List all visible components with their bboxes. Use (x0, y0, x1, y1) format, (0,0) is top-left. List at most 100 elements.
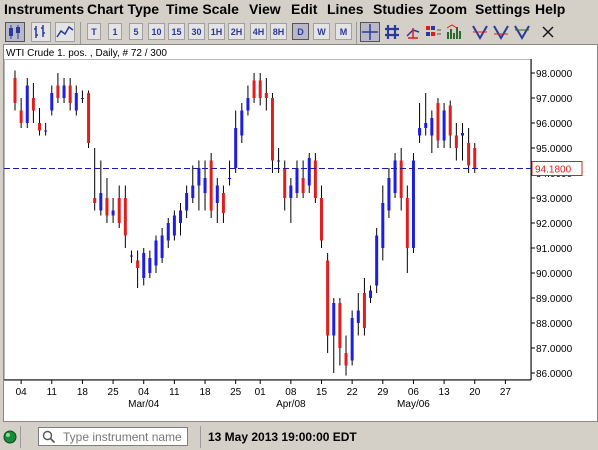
crosshair-icon[interactable] (360, 22, 380, 42)
candle-body (38, 123, 42, 131)
indicator-1-icon[interactable] (470, 22, 490, 42)
candle-body (13, 78, 17, 103)
connection-status-icon (3, 430, 17, 444)
toolbar-separator (80, 22, 81, 44)
candle-body (252, 80, 256, 98)
menu-lines[interactable]: Lines (327, 1, 364, 17)
candle-body (307, 158, 311, 186)
candle-body (442, 110, 446, 141)
y-tick-label: 91.0000 (536, 244, 573, 255)
price-chart[interactable]: WTI Crude 1. pos. , Daily, # 72 / 300 86.… (4, 45, 597, 421)
close-icon[interactable] (538, 22, 558, 42)
candle-body (185, 193, 189, 211)
y-tick-label: 93.0000 (536, 194, 573, 205)
candle-body (350, 318, 354, 361)
timeframe-button-t[interactable]: T (87, 23, 101, 40)
y-tick-label: 97.0000 (536, 94, 573, 105)
candle-body (448, 105, 452, 136)
candle-body (369, 290, 373, 298)
timeframe-button-m[interactable]: M (335, 23, 352, 40)
y-tick-label: 92.0000 (536, 219, 573, 230)
candle-body (418, 128, 422, 136)
candle-body (25, 85, 29, 123)
candle-body (460, 133, 464, 136)
candle-body (74, 93, 78, 111)
month-label: Mar/04 (128, 399, 160, 410)
timeframe-button-10[interactable]: 10 (148, 23, 165, 40)
timeframe-button-1[interactable]: 1 (108, 23, 122, 40)
x-tick-label: 11 (47, 387, 58, 398)
timeframe-button-2h[interactable]: 2H (228, 23, 245, 40)
timeframe-button-15[interactable]: 15 (168, 23, 185, 40)
candle-body (362, 293, 366, 328)
timeframe-button-30[interactable]: 30 (188, 23, 205, 40)
candle-body (44, 130, 48, 132)
candle-body (240, 110, 244, 136)
x-tick-label: 18 (199, 387, 211, 398)
candle-body (191, 185, 195, 198)
menu-chart-type[interactable]: Chart Type (87, 1, 160, 17)
menu-help[interactable]: Help (535, 1, 566, 17)
grid-icon[interactable] (382, 22, 402, 42)
status-separator (20, 426, 21, 448)
candle-body (203, 178, 207, 193)
indicator-3-icon[interactable] (512, 22, 532, 42)
timeframe-button-4h[interactable]: 4H (250, 23, 267, 40)
x-tick-label: 25 (230, 387, 242, 398)
search-icon (42, 430, 56, 444)
plot-frame (4, 59, 532, 380)
x-tick-label: 27 (500, 387, 512, 398)
candle-body (228, 178, 232, 179)
x-tick-label: 15 (316, 387, 328, 398)
candle-body (264, 93, 268, 98)
candle-body (93, 198, 97, 203)
y-tick-label: 87.0000 (536, 344, 573, 355)
timeframe-button-1h[interactable]: 1H (208, 23, 225, 40)
timeframe-button-d[interactable]: D (292, 23, 309, 40)
candle-body (148, 258, 152, 273)
candle-body (215, 185, 219, 203)
x-tick-label: 13 (439, 387, 451, 398)
menu-instruments[interactable]: Instruments (4, 1, 85, 17)
x-tick-label: 18 (77, 387, 89, 398)
candle-body (295, 168, 299, 193)
candlestick-chart-icon[interactable] (5, 22, 25, 42)
candle-body (270, 98, 274, 161)
zoom-fit-icon[interactable] (423, 22, 443, 42)
candle-body (320, 198, 323, 241)
candle-body (62, 85, 66, 98)
candle-body (344, 353, 348, 366)
timeframe-button-w[interactable]: W (313, 23, 330, 40)
menu-edit[interactable]: Edit (291, 1, 318, 17)
menu-view[interactable]: View (249, 1, 281, 17)
candle-body (80, 98, 84, 99)
instrument-search-input[interactable] (38, 427, 188, 446)
menu-zoom[interactable]: Zoom (429, 1, 468, 17)
line-chart-icon[interactable] (55, 22, 75, 42)
timeframe-button-5[interactable]: 5 (129, 23, 143, 40)
menu-bar: Instruments Chart Type Time Scale View E… (0, 0, 598, 20)
toolbar-separator (356, 22, 357, 44)
month-label: May/06 (397, 399, 430, 410)
candle-body (387, 178, 391, 211)
candle-body (301, 178, 305, 193)
candle-body (105, 198, 109, 216)
chart-panel[interactable]: WTI Crude 1. pos. , Daily, # 72 / 300 86.… (3, 44, 598, 422)
last-price-box (531, 161, 583, 176)
bar-chart-icon[interactable] (31, 22, 51, 42)
candle-body (313, 160, 317, 198)
price-line-icon[interactable] (403, 22, 423, 42)
menu-time-scale[interactable]: Time Scale (166, 1, 239, 17)
indicator-2-icon[interactable] (491, 22, 511, 42)
menu-studies[interactable]: Studies (373, 1, 424, 17)
menu-settings[interactable]: Settings (475, 1, 531, 17)
candle-body (411, 160, 415, 248)
candle-body (454, 135, 458, 148)
candle-body (381, 203, 385, 248)
candle-body (393, 160, 397, 193)
volume-icon[interactable] (444, 22, 464, 42)
chart-header: WTI Crude 1. pos. , Daily, # 72 / 300 (6, 48, 167, 59)
toolbar: T 1 5 10 15 30 1H 2H 4H 8H D W M (0, 20, 598, 44)
timeframe-button-8h[interactable]: 8H (270, 23, 287, 40)
candle-body (430, 118, 434, 136)
